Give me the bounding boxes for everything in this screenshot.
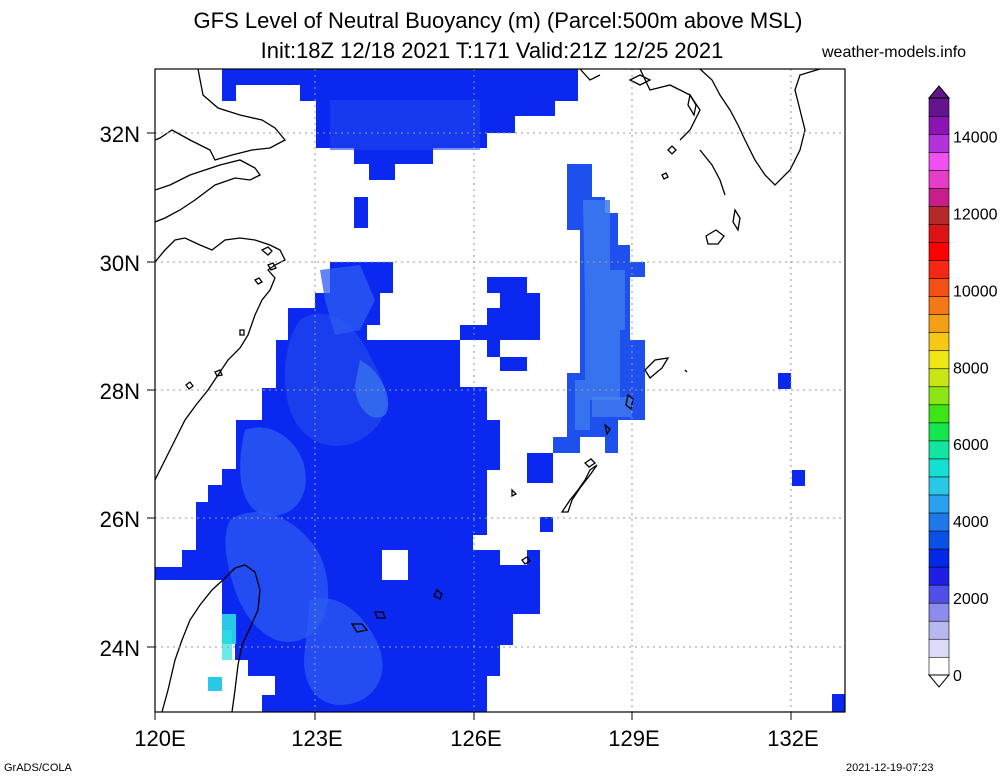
lat-label-32: 32N <box>100 122 140 147</box>
field-east-extra <box>592 397 632 417</box>
colorbar-swatch <box>928 332 950 352</box>
colorbar-swatch <box>928 476 950 496</box>
colorbar-swatch <box>928 314 950 334</box>
colorbar-swatch <box>928 350 950 370</box>
colorbar-swatch <box>928 97 950 117</box>
colorbar-swatch <box>928 259 950 279</box>
lon-label-123: 123E <box>291 726 342 751</box>
lon-label-126: 126E <box>450 726 501 751</box>
field-light-4 <box>225 512 329 642</box>
field-small-3 <box>540 517 553 532</box>
lon-label-132: 132E <box>767 726 818 751</box>
colorbar-swatch <box>928 115 950 135</box>
field-hole-2 <box>500 293 527 308</box>
lon-label-120: 120E <box>134 726 185 751</box>
colorbar-min-arrow <box>927 674 951 688</box>
footer-timestamp: 2021-12-19-07:23 <box>846 762 934 774</box>
field-isolated-1 <box>354 197 368 228</box>
lat-label-24: 24N <box>100 636 140 661</box>
colorbar-swatch <box>928 241 950 261</box>
lon-label-129: 129E <box>608 726 659 751</box>
colorbar-swatch <box>928 530 950 550</box>
graticule <box>155 69 845 712</box>
field-isolated-2 <box>778 373 791 389</box>
field-cyan-3 <box>222 630 232 660</box>
colorbar-swatch <box>928 602 950 622</box>
colorbar-swatch <box>928 296 950 315</box>
field-light-1 <box>284 313 386 446</box>
colorbar-swatch <box>928 422 950 442</box>
colorbar-labels: 0 2000 4000 6000 8000 10000 12000 14000 <box>953 129 998 685</box>
lon-labels: 120E 123E 126E 129E 132E <box>134 726 818 751</box>
coast-islands-zhoushan <box>185 246 277 390</box>
coast-kyushu-islands <box>661 93 741 245</box>
lat-label-30: 30N <box>100 251 140 276</box>
coast-china <box>155 69 287 161</box>
coast-ryukyu-3 <box>350 369 688 633</box>
colorbar-swatch <box>928 205 950 225</box>
colorbar-swatch <box>928 223 950 243</box>
coastlines <box>155 69 821 712</box>
axis-ticks <box>147 132 792 720</box>
title-line-2: Init:18Z 12/18 2021 T:171 Valid:21Z 12/2… <box>260 38 724 63</box>
colorbar-swatch <box>928 404 950 424</box>
colorbar-swatch <box>928 169 950 189</box>
field-cyan-2 <box>208 677 222 691</box>
colorbar-label: 10000 <box>953 283 998 300</box>
site-label: weather-models.info <box>822 44 967 61</box>
coast-ryukyu-1 <box>603 357 670 436</box>
field-isolated-3 <box>792 470 805 486</box>
footer-credit: GrADS/COLA <box>4 762 72 774</box>
field-isolated-4 <box>832 694 845 712</box>
colorbar-swatch <box>928 494 950 514</box>
field-hole-3 <box>460 340 487 373</box>
field-light-2 <box>320 265 375 335</box>
colorbar <box>927 85 951 688</box>
field-small-2 <box>527 453 553 483</box>
coast-kyushu <box>699 69 821 196</box>
colorbar-swatch <box>928 584 950 604</box>
colorbar-swatch <box>928 638 950 658</box>
field-north-light <box>330 100 480 150</box>
lat-label-28: 28N <box>100 379 140 404</box>
colorbar-swatch <box>928 656 950 676</box>
colorbar-swatch <box>928 620 950 640</box>
colorbar-label: 8000 <box>953 360 989 377</box>
colorbar-label: 6000 <box>953 437 989 454</box>
colorbar-swatch <box>928 187 950 207</box>
field-light-3 <box>240 427 306 516</box>
colorbar-label: 2000 <box>953 591 989 608</box>
field-light-6 <box>355 360 389 418</box>
colorbar-swatch <box>928 548 950 568</box>
coast-jeju <box>628 74 652 86</box>
coast-taiwan <box>161 564 261 712</box>
colorbar-swatch <box>928 458 950 478</box>
colorbar-swatch <box>928 151 950 171</box>
coast-ryukyu-2 <box>511 458 598 513</box>
field-hole-1 <box>382 550 408 580</box>
colorbar-swatch <box>928 440 950 460</box>
lat-labels: 32N 30N 28N 26N 24N <box>100 122 140 661</box>
colorbar-swatch <box>928 368 950 388</box>
colorbar-label: 12000 <box>953 206 998 223</box>
colorbar-max-arrow <box>927 85 951 99</box>
colorbar-label: 0 <box>953 668 962 685</box>
colorbar-label: 14000 <box>953 129 998 146</box>
colorbar-swatch <box>928 278 950 297</box>
colorbar-swatch <box>928 133 950 153</box>
coast-yangtze <box>155 159 261 223</box>
coast-korea <box>579 69 701 141</box>
colorbar-label: 4000 <box>953 514 989 531</box>
colorbar-swatch <box>928 386 950 406</box>
field-east-pale <box>575 200 625 430</box>
title-line-1: GFS Level of Neutral Buoyancy (m) (Parce… <box>193 8 803 33</box>
field-small-1 <box>500 357 527 371</box>
coast-hangzhou <box>155 237 286 481</box>
lat-label-26: 26N <box>100 507 140 532</box>
colorbar-swatch <box>928 512 950 532</box>
colorbar-swatch <box>928 566 950 586</box>
